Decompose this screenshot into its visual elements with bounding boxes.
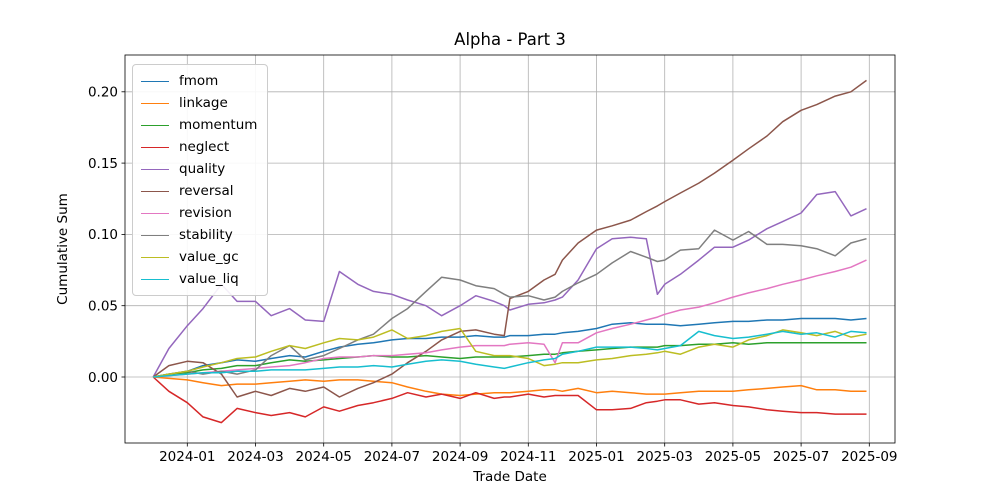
series-line-revision <box>153 259 867 378</box>
legend-swatch-fmom <box>141 80 169 82</box>
series-lines <box>152 79 867 424</box>
x-tick-label-2024-07: 2024-07 <box>364 449 420 465</box>
x-tick-label-2025-07: 2025-07 <box>773 449 829 465</box>
legend: fmom linkage momentum neglect quality reversa… <box>132 64 269 296</box>
x-tick-label-2025-05: 2025-05 <box>705 449 761 465</box>
legend-swatch-neglect <box>141 146 169 148</box>
legend-swatch-momentum <box>141 124 169 126</box>
plot-border <box>124 54 896 444</box>
legend-item-revision: revision <box>141 202 257 224</box>
series-line-quality <box>152 190 867 378</box>
legend-swatch-reversal <box>141 190 169 192</box>
x-tick-label-2024-01: 2024-01 <box>159 449 215 465</box>
legend-item-fmom: fmom <box>141 70 257 92</box>
series-line-value_gc <box>153 327 867 378</box>
x-tick-label-2025-09: 2025-09 <box>841 449 897 465</box>
legend-item-value_liq: value_liq <box>141 268 257 290</box>
legend-label: linkage <box>179 95 228 111</box>
x-tick-label-2024-05: 2024-05 <box>295 449 351 465</box>
legend-label: reversal <box>179 183 234 199</box>
legend-swatch-value_gc <box>141 256 169 258</box>
x-axis-label: Trade Date <box>472 469 547 485</box>
legend-label: value_gc <box>179 249 239 265</box>
y-tick-label-0.10: 0.10 <box>88 227 118 243</box>
y-axis-label: Cumulative Sum <box>55 193 71 305</box>
legend-swatch-linkage <box>141 102 169 104</box>
x-tick-label-2024-11: 2024-11 <box>500 449 556 465</box>
legend-label: stability <box>179 227 233 243</box>
axis-ticks <box>121 91 870 447</box>
legend-label: fmom <box>179 73 219 89</box>
x-tick-label-2025-03: 2025-03 <box>636 449 692 465</box>
legend-label: momentum <box>179 117 258 133</box>
series-line-fmom <box>153 317 867 378</box>
series-line-neglect <box>152 376 867 424</box>
y-tick-label-0.15: 0.15 <box>88 156 118 172</box>
y-tick-label-0.05: 0.05 <box>88 299 118 315</box>
series-line-reversal <box>152 79 867 398</box>
legend-swatch-value_liq <box>141 278 169 280</box>
x-tick-label-2025-01: 2025-01 <box>568 449 624 465</box>
tick-labels: 2024-01 2024-03 2024-05 2024-07 2024-09 2024-… <box>88 85 898 465</box>
legend-item-stability: stability <box>141 224 257 246</box>
series-line-linkage <box>153 376 867 397</box>
legend-item-momentum: momentum <box>141 114 257 136</box>
series-line-stability <box>153 229 867 378</box>
legend-label: revision <box>179 205 232 221</box>
y-tick-label-0.20: 0.20 <box>88 85 118 101</box>
legend-label: quality <box>179 161 226 177</box>
chart-title: Alpha - Part 3 <box>454 30 566 49</box>
legend-label: neglect <box>179 139 230 155</box>
legend-item-reversal: reversal <box>141 180 257 202</box>
legend-item-linkage: linkage <box>141 92 257 114</box>
legend-item-quality: quality <box>141 158 257 180</box>
x-tick-label-2024-09: 2024-09 <box>432 449 488 465</box>
y-tick-label-0.00: 0.00 <box>88 370 118 386</box>
legend-label: value_liq <box>179 271 239 287</box>
legend-item-neglect: neglect <box>141 136 257 158</box>
legend-swatch-quality <box>141 168 169 170</box>
x-tick-label-2024-03: 2024-03 <box>227 449 283 465</box>
legend-swatch-stability <box>141 234 169 236</box>
legend-item-value_gc: value_gc <box>141 246 257 268</box>
legend-swatch-revision <box>141 212 169 214</box>
series-line-value_liq <box>153 330 867 378</box>
